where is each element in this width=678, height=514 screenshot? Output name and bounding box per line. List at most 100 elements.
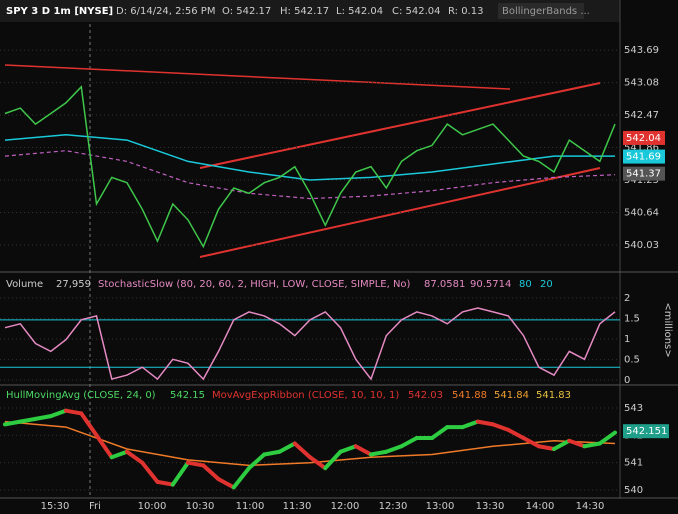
hull-reading: 542.15 [170, 390, 205, 401]
hull-segment [18, 416, 38, 424]
hull-segment [384, 444, 404, 454]
hull-badge-label: 542.151 [626, 426, 667, 437]
y-tick-label: 540.03 [624, 240, 659, 251]
x-tick-label: 11:30 [283, 501, 312, 512]
y-tick-label: 543 [624, 403, 643, 414]
study-chip[interactable] [498, 3, 584, 19]
hull-segment [323, 449, 343, 471]
stoch-study: StochasticSlow (80, 20, 60, 2, HIGH, LOW… [98, 279, 411, 290]
date: D: 6/14/24, 2:56 PM [116, 6, 215, 17]
hull-segment [582, 441, 602, 449]
hull-segment [48, 408, 68, 419]
hull-segment [597, 430, 617, 446]
x-tick-label: 14:00 [526, 501, 555, 512]
y-tick-label: 543.08 [624, 78, 659, 89]
price-badge [623, 166, 665, 181]
study-name[interactable]: BollingerBands ... [502, 6, 590, 17]
hull-segment [231, 466, 251, 490]
y-tick-label: 540 [624, 485, 643, 496]
y-tick-label: 1.5 [624, 313, 640, 324]
ribbon-line [4, 420, 616, 467]
y-tick-label: 2 [624, 293, 630, 304]
y-tick-label: 0.5 [624, 355, 640, 366]
high: H: 542.17 [280, 6, 329, 17]
volume-value: 27,959 [56, 279, 91, 290]
hull-segment [277, 441, 297, 454]
symbol[interactable]: SPY 3 D 1m [NYSE] [6, 6, 113, 17]
hull-segment [552, 438, 572, 451]
stoch-reading: 87.0581 [424, 279, 465, 290]
ribbon-reading: 542.03 [408, 390, 443, 401]
hull-segment [521, 436, 541, 449]
stoch-level: 80 [519, 279, 532, 290]
x-tick-label: 13:00 [426, 501, 455, 512]
hull-segment [3, 419, 23, 427]
ribbon-reading: 541.84 [494, 390, 529, 401]
hull-segment [430, 425, 450, 441]
hull-segment [170, 460, 190, 487]
hull-segment [369, 449, 389, 457]
y-tick-label: 0 [624, 375, 630, 386]
hull-segment [475, 419, 495, 427]
price-badge-label: 541.37 [626, 169, 661, 180]
hull-segment [79, 411, 99, 438]
hull-segment [567, 438, 587, 449]
y-tick-label: 542.47 [624, 110, 659, 121]
header-bar [0, 0, 620, 22]
close: C: 542.04 [392, 6, 441, 17]
price-badge [623, 149, 665, 164]
average-line [4, 150, 616, 200]
x-tick-label: 12:00 [331, 501, 360, 512]
hull-segment [292, 441, 312, 460]
basis-line [4, 134, 615, 181]
range: R: 0.13 [448, 6, 483, 17]
hull-segment [155, 479, 175, 487]
ribbon-reading: 541.88 [452, 390, 487, 401]
hull-segment [399, 436, 419, 449]
price-line [4, 85, 616, 249]
hull-segment [33, 414, 53, 421]
low: L: 542.04 [336, 6, 383, 17]
x-tick-label: 10:30 [186, 501, 215, 512]
hull-segment [308, 455, 328, 471]
hull-segment [94, 433, 114, 460]
x-tick-label: 12:30 [379, 501, 408, 512]
x-tick-label: 13:30 [476, 501, 505, 512]
hull-segment [460, 419, 480, 430]
trend-line [4, 64, 511, 90]
price-badge-label: 542.04 [626, 133, 661, 144]
stoch-reading: 90.5714 [470, 279, 511, 290]
hull-segment [536, 444, 556, 451]
hull-segment [353, 444, 373, 457]
hull-segment [186, 460, 206, 468]
y-tick-label: 543.69 [624, 45, 659, 56]
x-tick-label: 15:30 [41, 501, 70, 512]
trend-line [199, 82, 601, 169]
hull-segment [201, 463, 221, 482]
hull-badge [623, 424, 669, 439]
hull-segment [247, 452, 267, 471]
price-badge-label: 541.69 [626, 152, 661, 163]
y-tick-label: 540.64 [624, 207, 659, 218]
hull-study: HullMovingAvg (CLOSE, 24, 0) [6, 390, 156, 401]
hull-segment [262, 449, 282, 457]
x-tick-label: 14:30 [576, 501, 605, 512]
x-tick-label: 10:00 [138, 501, 167, 512]
hull-segment [109, 449, 129, 460]
y-tick-label: 541.86 [624, 143, 659, 154]
hull-segment [125, 449, 145, 465]
y-tick-label: 541 [624, 458, 643, 469]
hull-segment [140, 460, 160, 484]
hull-segment [64, 408, 84, 416]
x-tick-label: 11:00 [236, 501, 265, 512]
hull-segment [506, 427, 526, 441]
volume-unit: <millions> [662, 302, 673, 357]
hull-segment [491, 422, 511, 432]
stoch-level: 20 [540, 279, 553, 290]
hull-segment [216, 477, 236, 490]
open: O: 542.17 [222, 6, 271, 17]
ribbon-study: MovAvgExpRibbon (CLOSE, 10, 10, 1) [212, 390, 399, 401]
y-tick-label: 1 [624, 334, 630, 345]
x-tick-label: Fri [89, 501, 101, 512]
